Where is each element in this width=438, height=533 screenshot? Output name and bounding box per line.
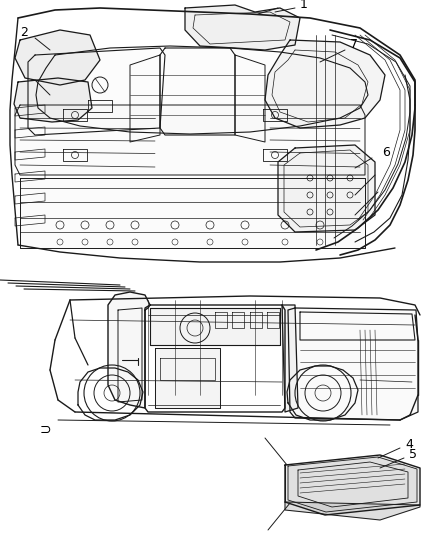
Polygon shape xyxy=(288,308,418,420)
Polygon shape xyxy=(15,30,100,85)
Polygon shape xyxy=(285,502,420,520)
Polygon shape xyxy=(265,40,385,128)
Polygon shape xyxy=(15,105,365,175)
Polygon shape xyxy=(14,78,92,122)
Polygon shape xyxy=(285,455,420,515)
Polygon shape xyxy=(20,178,365,248)
Text: ⊃: ⊃ xyxy=(39,423,51,437)
Text: 2: 2 xyxy=(20,26,28,38)
Polygon shape xyxy=(278,145,375,232)
Text: 6: 6 xyxy=(382,146,390,158)
Polygon shape xyxy=(155,348,220,408)
Text: 4: 4 xyxy=(405,438,413,450)
Text: 5: 5 xyxy=(409,448,417,461)
Polygon shape xyxy=(282,305,298,412)
Polygon shape xyxy=(185,5,300,50)
Polygon shape xyxy=(108,292,150,408)
Polygon shape xyxy=(288,457,417,512)
Polygon shape xyxy=(150,308,280,345)
Polygon shape xyxy=(36,46,368,134)
Text: 1: 1 xyxy=(300,0,308,12)
Text: 7: 7 xyxy=(350,37,358,51)
